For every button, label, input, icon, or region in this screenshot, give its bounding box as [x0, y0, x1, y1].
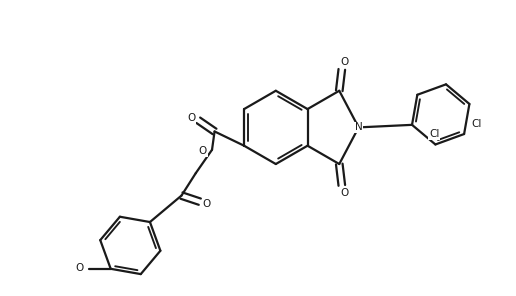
Text: Cl: Cl	[472, 119, 482, 129]
Text: Cl: Cl	[429, 129, 440, 139]
Text: O: O	[340, 188, 348, 197]
Text: O: O	[187, 113, 195, 123]
Text: O: O	[203, 199, 211, 209]
Text: O: O	[199, 146, 207, 156]
Text: N: N	[354, 122, 362, 132]
Text: O: O	[340, 57, 348, 67]
Text: O: O	[75, 263, 84, 273]
